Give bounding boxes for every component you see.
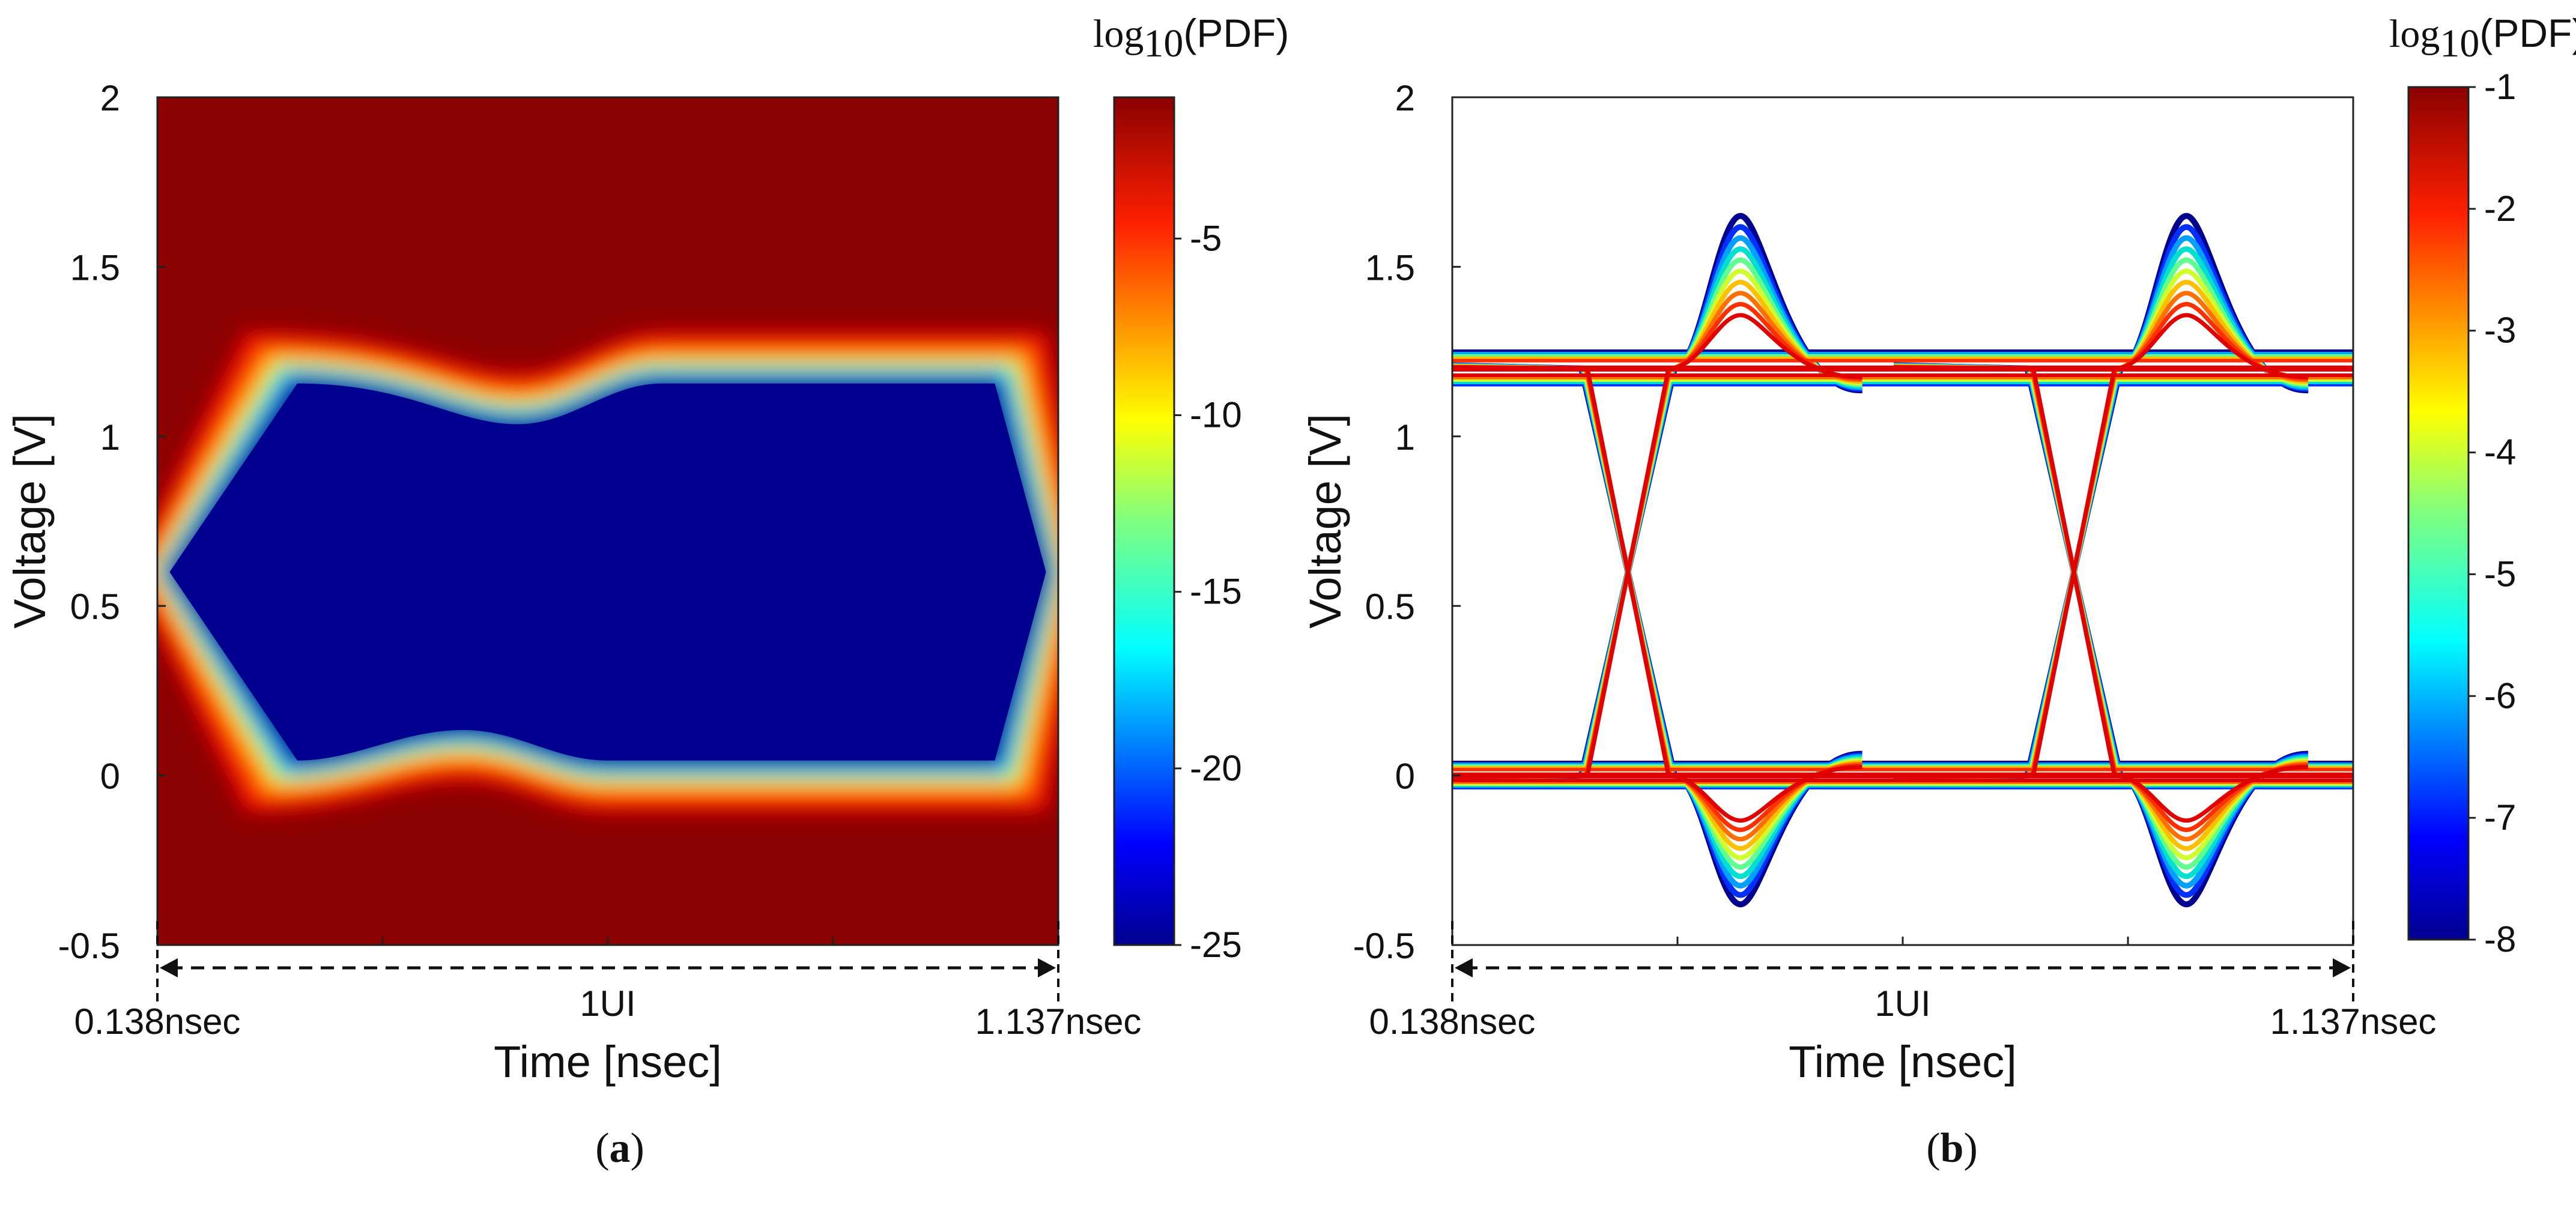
- colorbar-label: log10(PDF): [2389, 11, 2576, 65]
- ui-span-arrow-left: [160, 958, 178, 977]
- y-tick-label: -0.5: [58, 926, 120, 966]
- plot-area: [157, 97, 1058, 945]
- panel-label-letter: b: [1941, 1125, 1964, 1171]
- y-tick-label: 1.5: [70, 247, 120, 288]
- y-tick-label: 2: [100, 78, 120, 118]
- colorbar-label: log10(PDF): [1093, 11, 1289, 65]
- eye-traces: [1452, 213, 2353, 908]
- x-span-label: 1UI: [1874, 983, 1930, 1024]
- trace-rising: [1893, 313, 2309, 779]
- y-tick-label: 0: [100, 757, 120, 797]
- plot-area: [1452, 97, 2353, 945]
- panel-label: (b): [1926, 1125, 1978, 1171]
- colorbar-tick-label: -2: [2484, 189, 2516, 229]
- x-range-start-label: 0.138nsec: [1369, 1001, 1536, 1042]
- y-tick-label: 1: [1395, 417, 1415, 458]
- colorbar-tick-label: -15: [1190, 572, 1242, 612]
- trace-rising: [1452, 313, 1862, 779]
- colorbar-label-pdf: (PDF): [1183, 11, 1289, 55]
- y-axis-label: Voltage [V]: [5, 414, 55, 629]
- y-tick-label: 2: [1395, 78, 1415, 118]
- colorbar-tick-label: -1: [2484, 67, 2516, 107]
- colorbar-tick-label: -5: [2484, 554, 2516, 594]
- colorbar-tick-label: -10: [1190, 395, 1242, 435]
- colorbar: [2407, 86, 2470, 941]
- y-tick-label: 1: [100, 417, 120, 458]
- eye-opening: [169, 383, 1046, 761]
- colorbar-label-log: log: [2389, 12, 2440, 56]
- x-axis-label: Time [nsec]: [1789, 1037, 2017, 1087]
- colorbar: [1113, 96, 1175, 946]
- x-range-end-label: 1.137nsec: [975, 1001, 1142, 1042]
- panel-a: 2 1.5 1 0.5 0 -0.5 Voltage [V] 0.138nsec 1.137ns…: [5, 11, 1289, 1171]
- panel-b: 2 1.5 1 0.5 0 -0.5 Voltage [V] 0.138nsec 1.137ns…: [1300, 11, 2576, 1171]
- y-tick-label: -0.5: [1353, 926, 1415, 966]
- ui-span-arrow-right: [1038, 958, 1056, 977]
- y-axis-label: Voltage [V]: [1300, 414, 1350, 629]
- x-span-label: 1UI: [580, 983, 635, 1024]
- colorbar-tick-label: -8: [2484, 919, 2516, 959]
- colorbar-label-sub: 10: [1144, 22, 1183, 65]
- y-tick-label: 0.5: [1365, 587, 1415, 627]
- y-tick-label: 0: [1395, 757, 1415, 797]
- colorbar-tick-label: -3: [2484, 310, 2516, 351]
- colorbar-tick-label: -4: [2484, 432, 2516, 473]
- ui-span-arrow-right: [2333, 958, 2351, 977]
- ui-span-arrow-left: [1455, 958, 1473, 977]
- colorbar-tick-label: -25: [1190, 925, 1242, 965]
- panel-label: (a): [595, 1125, 644, 1171]
- y-tick-label: 0.5: [70, 587, 120, 627]
- x-range-start-label: 0.138nsec: [74, 1001, 241, 1042]
- colorbar-tick-label: -5: [1190, 218, 1222, 258]
- x-axis-label: Time [nsec]: [494, 1037, 722, 1087]
- colorbar-label-log: log: [1093, 12, 1144, 56]
- colorbar-label-pdf: (PDF): [2479, 11, 2576, 55]
- colorbar-tick-label: -6: [2484, 675, 2516, 716]
- colorbar-tick-label: -7: [2484, 797, 2516, 838]
- colorbar-label-sub: 10: [2440, 22, 2479, 65]
- y-tick-label: 1.5: [1365, 247, 1415, 288]
- x-range-end-label: 1.137nsec: [2270, 1001, 2437, 1042]
- colorbar-tick-label: -20: [1190, 748, 1242, 788]
- panel-label-letter: a: [610, 1125, 631, 1171]
